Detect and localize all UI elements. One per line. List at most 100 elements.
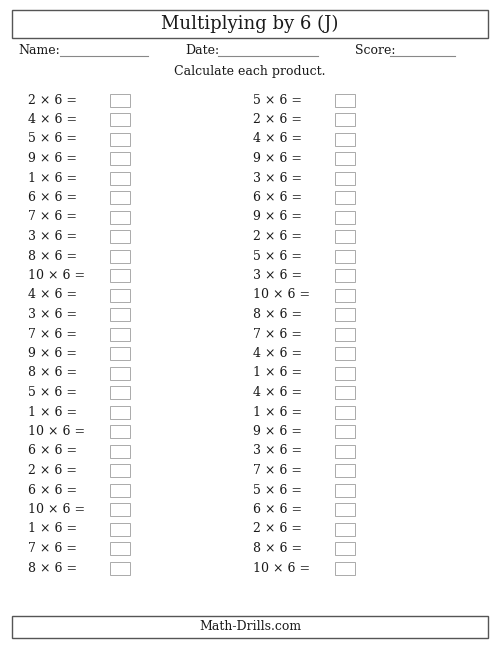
Text: 1 × 6 =: 1 × 6 = [253, 406, 302, 419]
Text: 5 × 6 =: 5 × 6 = [28, 386, 77, 399]
Text: 9 × 6 =: 9 × 6 = [28, 347, 77, 360]
Bar [335, 406, 355, 419]
Bar [335, 152, 355, 165]
Text: 9 × 6 =: 9 × 6 = [253, 152, 302, 165]
Bar [335, 503, 355, 516]
Text: 10 × 6 =: 10 × 6 = [28, 503, 85, 516]
Text: 1 × 6 =: 1 × 6 = [28, 523, 77, 536]
Bar [110, 230, 130, 243]
Text: 7 × 6 =: 7 × 6 = [253, 464, 302, 477]
Bar [335, 425, 355, 438]
Bar [110, 289, 130, 302]
Text: 8 × 6 =: 8 × 6 = [253, 308, 302, 321]
Text: 6 × 6 =: 6 × 6 = [253, 191, 302, 204]
Text: 5 × 6 =: 5 × 6 = [253, 94, 302, 107]
Bar [335, 464, 355, 477]
Text: 6 × 6 =: 6 × 6 = [28, 444, 77, 457]
Bar [335, 133, 355, 146]
Bar [335, 269, 355, 282]
Bar [110, 464, 130, 477]
Text: 10 × 6 =: 10 × 6 = [253, 289, 310, 302]
Bar [110, 94, 130, 107]
Text: 3 × 6 =: 3 × 6 = [253, 444, 302, 457]
Text: 5 × 6 =: 5 × 6 = [28, 133, 77, 146]
Text: 2 × 6 =: 2 × 6 = [253, 230, 302, 243]
Bar [12, 10, 488, 38]
Text: 7 × 6 =: 7 × 6 = [28, 210, 77, 223]
Text: 5 × 6 =: 5 × 6 = [253, 250, 302, 263]
Text: 3 × 6 =: 3 × 6 = [253, 269, 302, 282]
Bar [335, 113, 355, 126]
Text: 4 × 6 =: 4 × 6 = [253, 386, 302, 399]
Bar [110, 386, 130, 399]
Text: Math-Drills.com: Math-Drills.com [199, 620, 301, 633]
Bar [110, 327, 130, 340]
Bar [110, 406, 130, 419]
Bar [110, 425, 130, 438]
Bar [110, 171, 130, 184]
Bar [335, 94, 355, 107]
Bar [110, 113, 130, 126]
Text: 9 × 6 =: 9 × 6 = [253, 425, 302, 438]
Text: 8 × 6 =: 8 × 6 = [28, 366, 77, 380]
Text: Score:: Score: [355, 43, 396, 56]
Bar [110, 444, 130, 457]
Text: 8 × 6 =: 8 × 6 = [28, 250, 77, 263]
Bar [110, 562, 130, 575]
Text: Multiplying by 6 (J): Multiplying by 6 (J) [162, 15, 338, 33]
Bar [335, 250, 355, 263]
Bar [110, 308, 130, 321]
Bar [110, 210, 130, 223]
Text: Calculate each product.: Calculate each product. [174, 65, 326, 78]
Text: 6 × 6 =: 6 × 6 = [253, 503, 302, 516]
Text: 7 × 6 =: 7 × 6 = [28, 542, 77, 555]
Text: 2 × 6 =: 2 × 6 = [253, 523, 302, 536]
Text: 1 × 6 =: 1 × 6 = [28, 171, 77, 184]
Text: 3 × 6 =: 3 × 6 = [253, 171, 302, 184]
Text: 7 × 6 =: 7 × 6 = [253, 327, 302, 340]
Text: 2 × 6 =: 2 × 6 = [28, 464, 77, 477]
Bar [335, 210, 355, 223]
Text: 7 × 6 =: 7 × 6 = [28, 327, 77, 340]
Text: 6 × 6 =: 6 × 6 = [28, 191, 77, 204]
Bar [12, 616, 488, 638]
Text: 10 × 6 =: 10 × 6 = [253, 562, 310, 575]
Text: 4 × 6 =: 4 × 6 = [253, 347, 302, 360]
Text: 9 × 6 =: 9 × 6 = [253, 210, 302, 223]
Text: 3 × 6 =: 3 × 6 = [28, 308, 77, 321]
Bar [110, 250, 130, 263]
Bar [335, 542, 355, 555]
Text: 3 × 6 =: 3 × 6 = [28, 230, 77, 243]
Text: 4 × 6 =: 4 × 6 = [28, 289, 77, 302]
Bar [335, 308, 355, 321]
Text: 2 × 6 =: 2 × 6 = [253, 113, 302, 126]
Text: 5 × 6 =: 5 × 6 = [253, 483, 302, 496]
Bar [335, 289, 355, 302]
Bar [110, 523, 130, 536]
Text: 4 × 6 =: 4 × 6 = [253, 133, 302, 146]
Bar [335, 366, 355, 380]
Bar [335, 191, 355, 204]
Bar [335, 386, 355, 399]
Text: 6 × 6 =: 6 × 6 = [28, 483, 77, 496]
Text: 2 × 6 =: 2 × 6 = [28, 94, 77, 107]
Bar [335, 444, 355, 457]
Bar [335, 327, 355, 340]
Bar [110, 483, 130, 496]
Bar [110, 347, 130, 360]
Text: 8 × 6 =: 8 × 6 = [253, 542, 302, 555]
Text: 9 × 6 =: 9 × 6 = [28, 152, 77, 165]
Bar [110, 191, 130, 204]
Text: 8 × 6 =: 8 × 6 = [28, 562, 77, 575]
Bar [110, 269, 130, 282]
Text: Name:: Name: [18, 43, 60, 56]
Bar [335, 347, 355, 360]
Bar [335, 483, 355, 496]
Bar [110, 152, 130, 165]
Text: 1 × 6 =: 1 × 6 = [28, 406, 77, 419]
Text: 1 × 6 =: 1 × 6 = [253, 366, 302, 380]
Bar [335, 523, 355, 536]
Bar [110, 366, 130, 380]
Bar [110, 542, 130, 555]
Text: 4 × 6 =: 4 × 6 = [28, 113, 77, 126]
